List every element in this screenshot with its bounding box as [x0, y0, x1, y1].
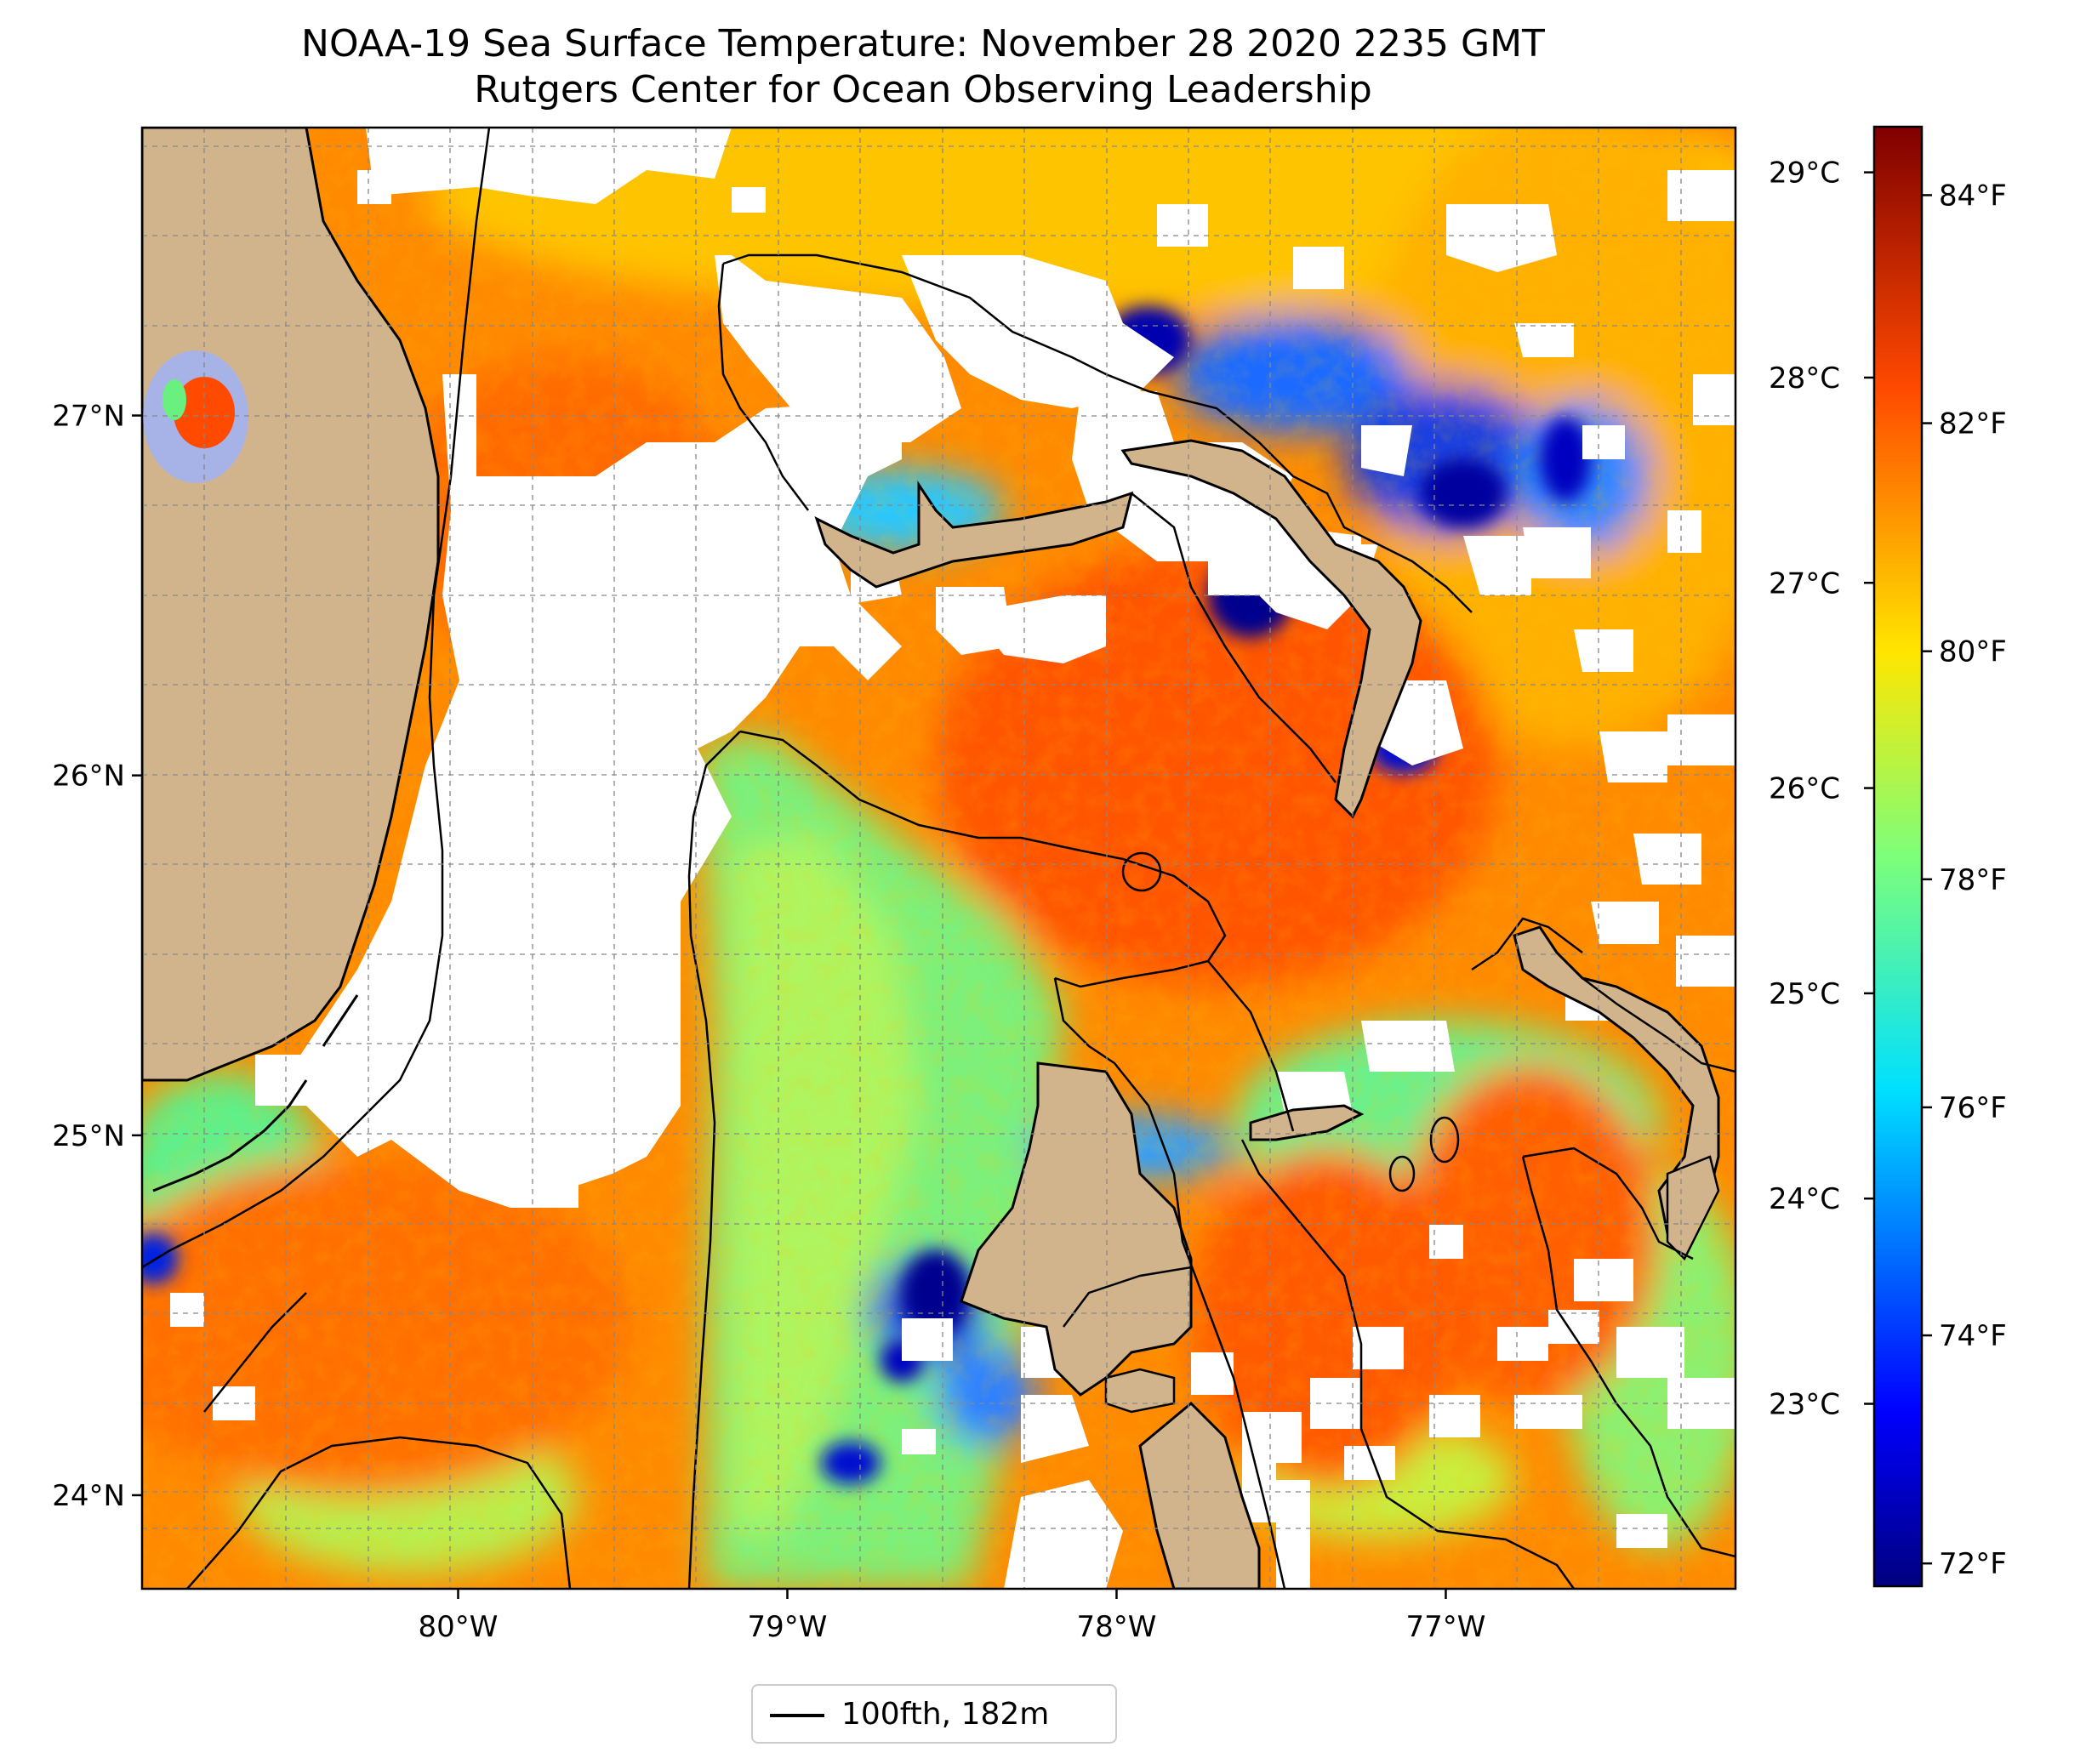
lake-okeechobee-warm — [174, 377, 235, 448]
longitude-axis: 80°W 79°W 78°W 77°W — [419, 1589, 1486, 1644]
lat-tick-label: 27°N — [52, 400, 125, 434]
colorbar-c-tick-label: 29°C — [1769, 156, 1840, 191]
colorbar-f-tick-label: 78°F — [1939, 863, 2007, 897]
colorbar-gradient — [1874, 127, 1922, 1586]
colorbar-c-tick-label: 27°C — [1769, 566, 1840, 600]
lon-tick-label: 79°W — [748, 1610, 828, 1644]
new-providence-land — [1249, 1104, 1365, 1141]
colorbar-f-tick-label: 80°F — [1939, 635, 2007, 669]
colorbar-frame — [1872, 125, 1924, 1588]
lat-tick-label: 25°N — [52, 1119, 125, 1153]
latitude-axis: 24°N 25°N 26°N 27°N — [52, 400, 142, 1513]
colorbar-c-tick-label: 28°C — [1769, 361, 1840, 395]
grand-bahama-land — [814, 481, 1134, 589]
colorbar-c-tick-label: 25°C — [1769, 977, 1840, 1011]
colorbar-f-tick-label: 82°F — [1939, 407, 2007, 441]
lon-tick-label: 80°W — [419, 1610, 499, 1644]
missing-data-areas — [170, 128, 1735, 1589]
lat-tick-label: 24°N — [52, 1479, 125, 1513]
isobath-100fth — [142, 128, 1735, 1589]
map-title: NOAA-19 Sea Surface Temperature: Novembe… — [301, 22, 1545, 65]
legend-line-swatch — [770, 1714, 824, 1717]
lat-tick-label: 26°N — [52, 760, 125, 794]
colorbar-f-tick-label: 76°F — [1939, 1091, 2007, 1125]
lon-tick-label: 77°W — [1406, 1610, 1486, 1644]
sst-map — [142, 128, 1735, 1589]
south-andros-land — [1138, 1401, 1261, 1589]
colorbar-c-tick-label: 24°C — [1769, 1182, 1840, 1216]
legend-label: 100fth, 182m — [841, 1697, 1050, 1732]
abaco-land — [1120, 439, 1422, 819]
colorbar-celsius-axis: 23°C 24°C 25°C 26°C 27°C 28°C 29°C — [1769, 156, 1874, 1422]
colorbar-f-tick-label: 84°F — [1939, 179, 2007, 213]
andros-land — [960, 1061, 1193, 1397]
map-frame — [140, 126, 1737, 1590]
colorbar-c-tick-label: 26°C — [1769, 772, 1840, 806]
map-gridlines — [142, 128, 1735, 1589]
map-subtitle: Rutgers Center for Ocean Observing Leade… — [474, 68, 1372, 111]
colorbar-fahrenheit-axis: 72°F 74°F 76°F 78°F 80°F 82°F 84°F — [1922, 179, 2007, 1581]
isobath-legend: 100fth, 182m — [751, 1684, 1117, 1744]
colorbar-f-tick-label: 74°F — [1939, 1319, 2007, 1353]
lon-tick-label: 78°W — [1077, 1610, 1157, 1644]
colorbar-c-tick-label: 23°C — [1769, 1388, 1840, 1422]
colorbar-f-tick-label: 72°F — [1939, 1547, 2007, 1581]
